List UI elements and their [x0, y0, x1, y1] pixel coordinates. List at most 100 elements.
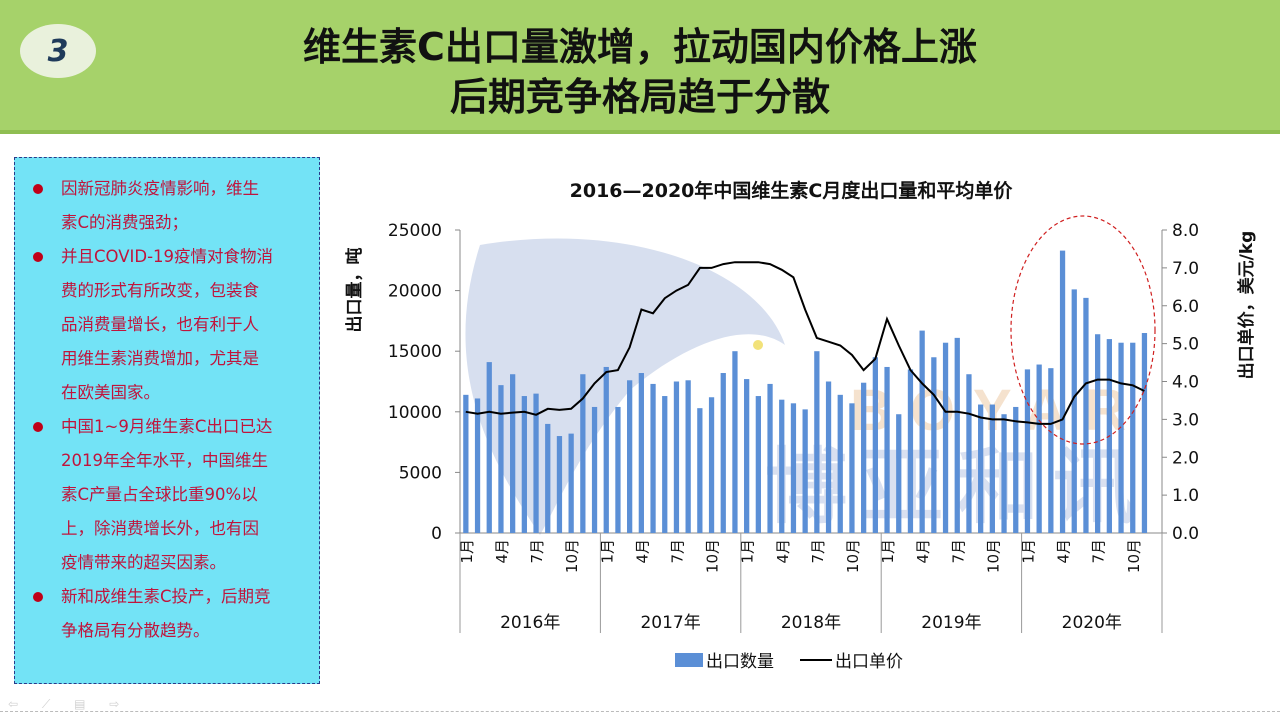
bullet-line: 因新冠肺炎疫情影响，维生 — [61, 179, 259, 198]
bullet-item: 因新冠肺炎疫情影响，维生 素C的消费强劲； — [29, 172, 305, 240]
x-month-label: 1月 — [598, 539, 616, 564]
bar — [884, 366, 890, 533]
bar — [989, 404, 995, 533]
bullet-dot — [33, 422, 43, 432]
y-tick-label: 25000 — [388, 221, 442, 241]
slide-number-badge: 3 — [20, 24, 96, 78]
bar — [814, 351, 820, 533]
x-month-label: 4月 — [493, 539, 511, 564]
bullet-line: 品消费量增长，也有利于人 — [61, 315, 259, 334]
bar — [790, 403, 797, 533]
bar — [942, 342, 949, 533]
bullet-line: 并且COVID-19疫情对食物消 — [61, 247, 274, 266]
bar — [662, 396, 668, 533]
bar — [1001, 414, 1007, 533]
y2-axis-title: 出口单价，美元/kg — [1236, 231, 1257, 380]
bar — [556, 436, 563, 533]
y2-tick-label: 7.0 — [1172, 259, 1199, 279]
bullet-line: 争格局有分散趋势。 — [61, 621, 210, 640]
bullet-item: 中国1~9月维生素C出口已达 2019年全年水平，中国维生 素C产量占全球比重9… — [29, 410, 305, 580]
y-tick-label: 20000 — [388, 282, 442, 302]
bar — [1083, 297, 1089, 533]
bar — [861, 382, 867, 533]
x-month-label: 1月 — [879, 539, 897, 564]
x-month-label: 4月 — [914, 539, 932, 564]
y2-tick-label: 0.0 — [1172, 524, 1199, 544]
bar — [474, 398, 481, 533]
price-line — [465, 261, 1145, 425]
bullet-item: 并且COVID-19疫情对食物消 费的形式有所改变，包装食 品消费量增长，也有利… — [29, 240, 305, 410]
x-month-label: 7月 — [949, 539, 967, 564]
y2-tick-label: 3.0 — [1172, 410, 1199, 430]
summary-panel: 因新冠肺炎疫情影响，维生 素C的消费强劲； 并且COVID-19疫情对食物消 费… — [14, 157, 320, 684]
bar — [802, 409, 808, 533]
y-tick-label: 0 — [431, 524, 442, 544]
title-line-2: 后期竞争格局趋于分散 — [449, 75, 830, 119]
banner-divider — [0, 130, 1280, 134]
bullet-list: 因新冠肺炎疫情影响，维生 素C的消费强劲； 并且COVID-19疫情对食物消 费… — [15, 158, 319, 648]
x-year-label: 2016年 — [500, 613, 560, 633]
bar — [966, 374, 972, 533]
bar — [591, 406, 598, 533]
bar — [627, 380, 633, 533]
x-month-label: 10月 — [563, 539, 581, 573]
bar — [463, 394, 469, 533]
y2-tick-label: 6.0 — [1172, 297, 1199, 317]
bar — [603, 366, 609, 533]
y2-tick-label: 8.0 — [1172, 221, 1199, 241]
bar — [872, 357, 878, 533]
bar — [837, 394, 843, 533]
x-month-label: 7月 — [668, 539, 686, 564]
bullet-line: 用维生素消费增加，尤其是 — [61, 349, 259, 368]
bar — [580, 374, 586, 533]
line-series — [465, 261, 1145, 425]
bar — [615, 406, 621, 533]
bar — [1036, 364, 1042, 533]
bullet-line: 新和成维生素C投产，后期竞 — [61, 587, 271, 606]
x-month-label: 1月 — [1019, 539, 1037, 564]
bar — [907, 369, 914, 533]
bar — [978, 404, 984, 533]
chart-legend: 出口数量 出口单价 — [675, 652, 903, 672]
bar — [1013, 406, 1019, 533]
bullet-line: 素C产量占全球比重90%以 — [61, 485, 258, 504]
export-chart: BOYAR 博亚和讯 2016—2020年中国维生素C月度出口量和平均单价 25… — [344, 179, 1257, 672]
bar — [919, 330, 925, 533]
y2-tick-label: 2.0 — [1172, 448, 1199, 468]
x-month-label: 7月 — [528, 539, 546, 564]
highlight-ellipse — [1010, 215, 1156, 445]
bullet-dot — [33, 184, 43, 194]
x-month-label: 10月 — [844, 539, 862, 573]
bullet-dot — [33, 252, 43, 262]
bar — [1095, 334, 1101, 533]
bar — [767, 383, 773, 533]
bullet-line: 在欧美国家。 — [61, 383, 160, 402]
title-line-1: 维生素C出口量激增，拉动国内价格上涨 — [303, 25, 977, 69]
bullet-dot — [33, 592, 43, 602]
bar — [545, 423, 551, 533]
bar — [673, 381, 680, 533]
y2-tick-label: 4.0 — [1172, 373, 1199, 393]
x-month-label: 4月 — [774, 539, 792, 564]
bar — [498, 385, 504, 533]
slide-title: 维生素C出口量激增，拉动国内价格上涨 后期竞争格局趋于分散 — [180, 22, 1100, 122]
y2-tick-label: 1.0 — [1172, 486, 1199, 506]
x-month-label: 10月 — [984, 539, 1002, 573]
bar — [720, 373, 726, 533]
bar — [1118, 342, 1124, 533]
bar — [732, 351, 738, 533]
bar — [533, 393, 539, 533]
bar — [486, 362, 492, 533]
legend-bar-swatch — [675, 653, 703, 667]
bar — [779, 399, 785, 533]
slide-nav-controls[interactable]: ⇦ ⟋ ▤ ⇨ — [8, 697, 130, 711]
bar — [638, 373, 644, 533]
bar — [1024, 369, 1031, 533]
bar — [1130, 342, 1136, 533]
y2-tick-label: 5.0 — [1172, 335, 1199, 355]
watermark-eye-icon — [753, 340, 763, 350]
x-month-label: 1月 — [458, 539, 476, 564]
x-month-label: 10月 — [704, 539, 722, 573]
x-month-label: 7月 — [809, 539, 827, 564]
bar — [1048, 368, 1054, 533]
